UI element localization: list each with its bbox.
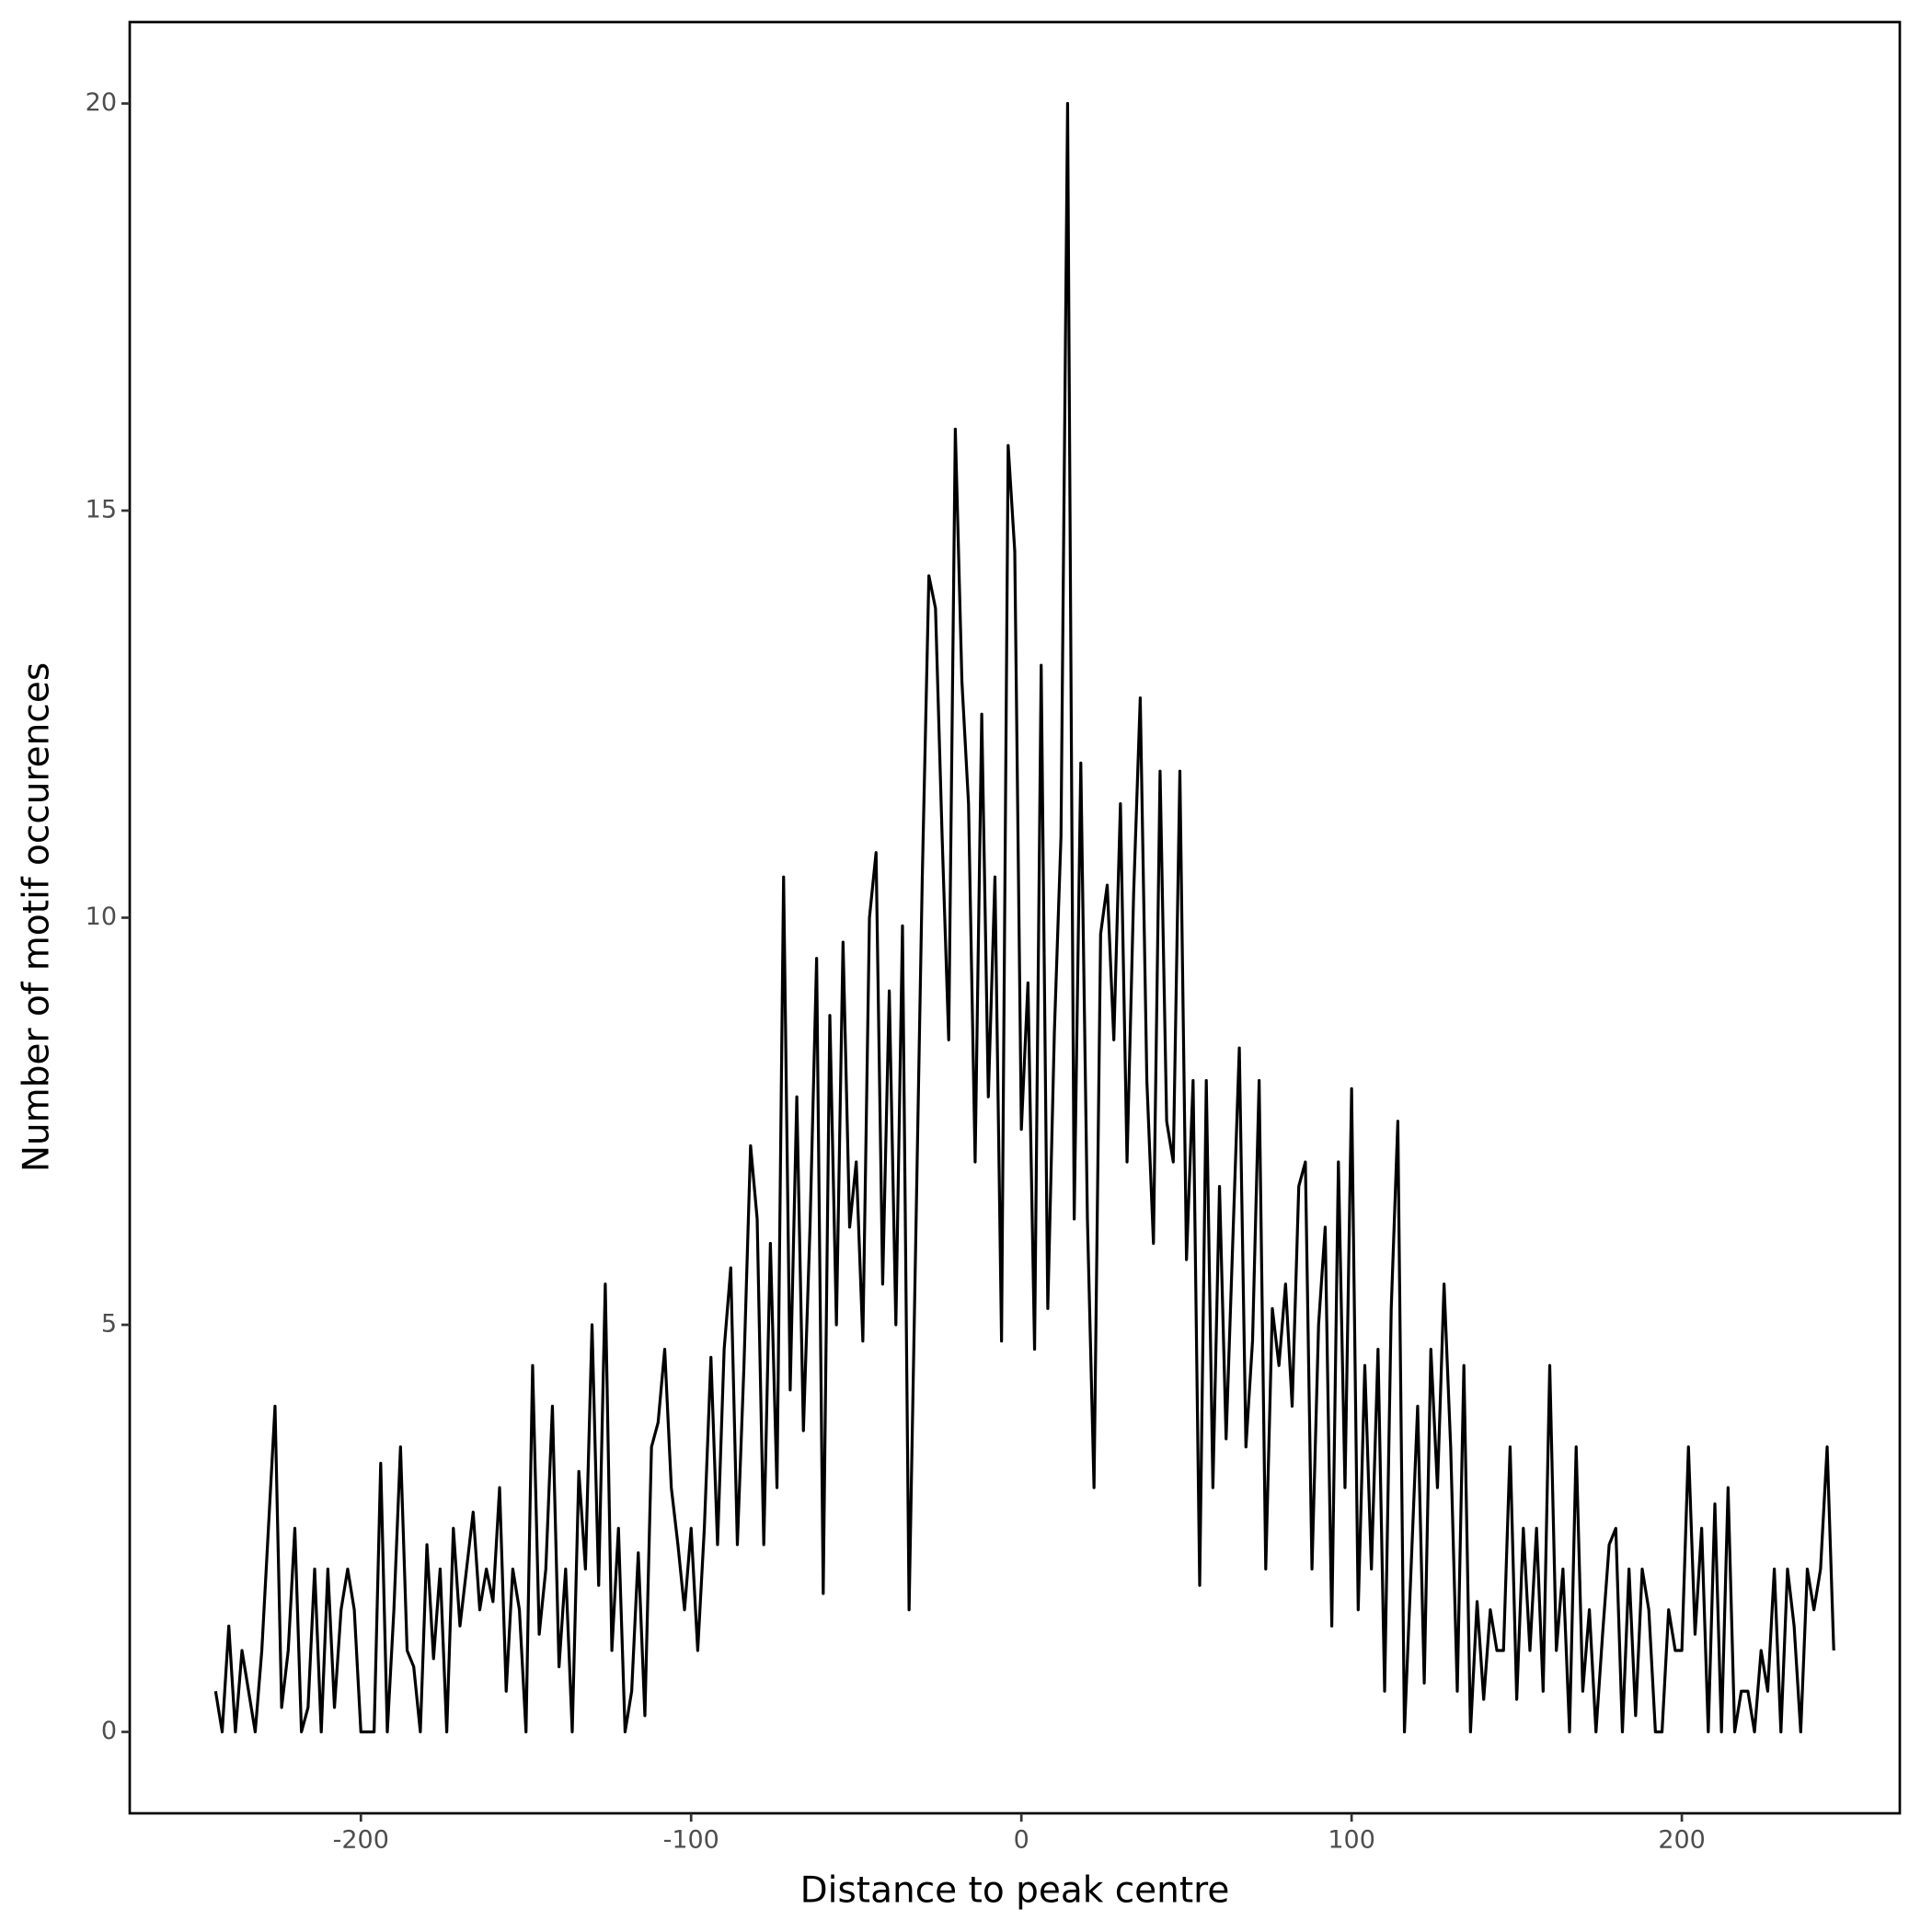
y-tick-label: 15	[86, 496, 117, 524]
y-tick-label: 0	[101, 1717, 117, 1745]
x-axis-title: Distance to peak centre	[800, 1870, 1230, 1912]
data-line	[213, 101, 1835, 1734]
x-tick-label: 0	[1014, 1826, 1029, 1855]
y-tick-label: 20	[86, 88, 117, 117]
y-tick-label: 10	[86, 903, 117, 931]
x-tick-label: 100	[1328, 1826, 1375, 1855]
y-axis-title: Number of motif occurences	[17, 662, 58, 1172]
x-tick-label: -100	[663, 1826, 719, 1855]
y-tick-label: 5	[101, 1310, 117, 1339]
x-tick-label: 200	[1658, 1826, 1706, 1855]
x-tick-label: -200	[333, 1826, 389, 1855]
